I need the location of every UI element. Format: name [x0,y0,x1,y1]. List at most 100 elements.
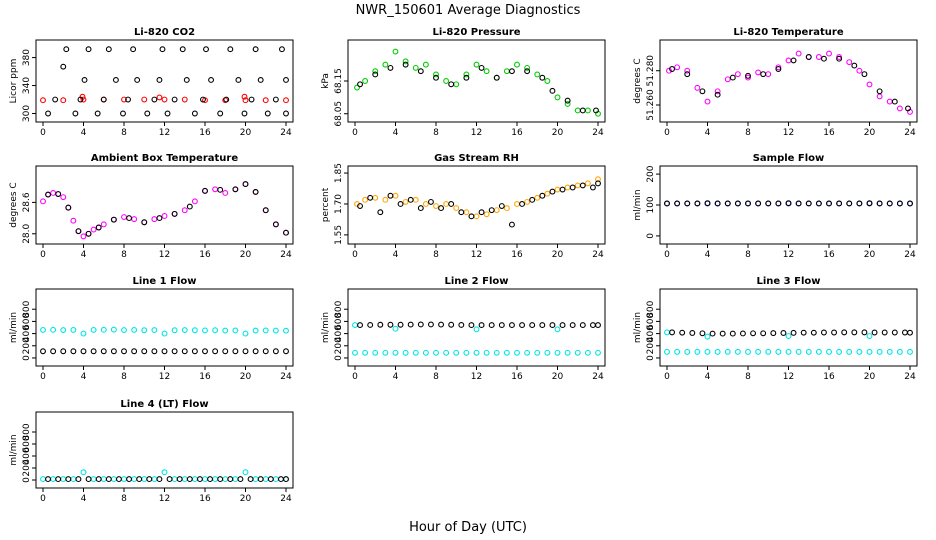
data-point [564,97,571,104]
y-tick-label: 1.55 [334,225,344,245]
data-point [179,46,186,53]
data-point [354,84,360,91]
data-point [159,46,166,53]
x-tick-label: 16 [511,250,523,260]
data-point [508,68,515,75]
data-point [876,348,883,355]
data-point [820,55,827,62]
data-point [760,71,767,78]
data-point [846,200,853,207]
series-1 [666,50,913,115]
data-point [248,96,255,103]
x-tick-label: 16 [511,372,523,382]
series-2 [669,54,911,112]
data-point [131,216,138,223]
y-tick-label: 800 [334,300,344,317]
data-point [131,348,138,355]
y-tick-label: 400 [334,325,344,342]
data-point [836,200,843,207]
data-point [200,96,206,103]
data-point [861,71,868,78]
data-point [473,326,480,333]
series-2 [45,46,289,117]
data-point [704,333,711,340]
x-tick-label: 8 [745,250,751,260]
y-tick-label: 0 [334,355,344,361]
figure-title: NWR_150601 Average Diagnostics [356,3,581,18]
y-tick-label: 400 [22,325,32,342]
x-tick-label: 16 [199,372,211,382]
data-point [595,176,601,183]
data-point [90,326,97,333]
data-point [112,77,119,83]
y-tick-label: 800 [22,423,32,440]
data-point [232,476,239,483]
data-point [724,348,731,355]
data-point [745,348,751,355]
x-tick-label: 0 [352,128,358,138]
data-point [729,330,736,337]
data-point [40,326,46,333]
data-point [549,322,556,329]
data-point [237,476,244,483]
data-point [50,190,57,196]
data-point [164,110,171,117]
data-point [684,200,691,207]
data-point [856,200,863,207]
y-tick-label: 200 [646,337,656,354]
data-point [524,68,531,75]
y-tick-label: 200 [22,337,32,354]
series-2 [357,321,601,329]
data-point [242,469,249,476]
x-tick-label: 8 [433,250,439,260]
data-point [262,348,269,355]
data-point [468,322,475,329]
y-tick-label: 1.85 [334,163,344,183]
data-point [402,61,409,68]
data-point [70,348,77,355]
data-point [664,329,670,336]
data-point [554,326,561,333]
data-point [357,322,364,329]
x-tick-label: 12 [471,250,482,260]
data-point [775,66,782,72]
data-point [217,110,224,117]
data-point [40,476,46,483]
data-point [156,476,163,483]
data-point [252,46,259,53]
x-tick-label: 0 [40,250,46,260]
data-point [277,476,284,483]
data-point [125,96,132,103]
data-point [881,329,888,336]
data-point [141,327,148,334]
data-point [851,62,858,69]
panel-3: Li-820 Temperature 0 4 8 12 16 20 24 51.260 51.28… [633,27,918,138]
data-point [217,476,224,483]
data-point [851,329,858,336]
data-point [704,348,711,355]
data-point [223,96,230,103]
x-tick-label: 12 [471,128,482,138]
data-point [121,348,127,355]
data-point [866,333,873,339]
y-tick-label: 68.05 [334,101,344,127]
data-point [387,64,394,71]
data-point [100,221,107,228]
data-point [820,329,827,336]
data-point [559,322,566,329]
data-point [826,348,832,355]
series-1 [40,181,289,240]
data-point [156,215,163,222]
data-point [40,198,46,205]
data-point [52,96,59,103]
data-point [805,348,812,355]
data-point [241,93,248,100]
x-tick-label: 24 [280,494,292,504]
data-point [55,476,62,483]
data-point [121,96,127,103]
data-point [357,203,364,209]
data-point [161,330,168,337]
